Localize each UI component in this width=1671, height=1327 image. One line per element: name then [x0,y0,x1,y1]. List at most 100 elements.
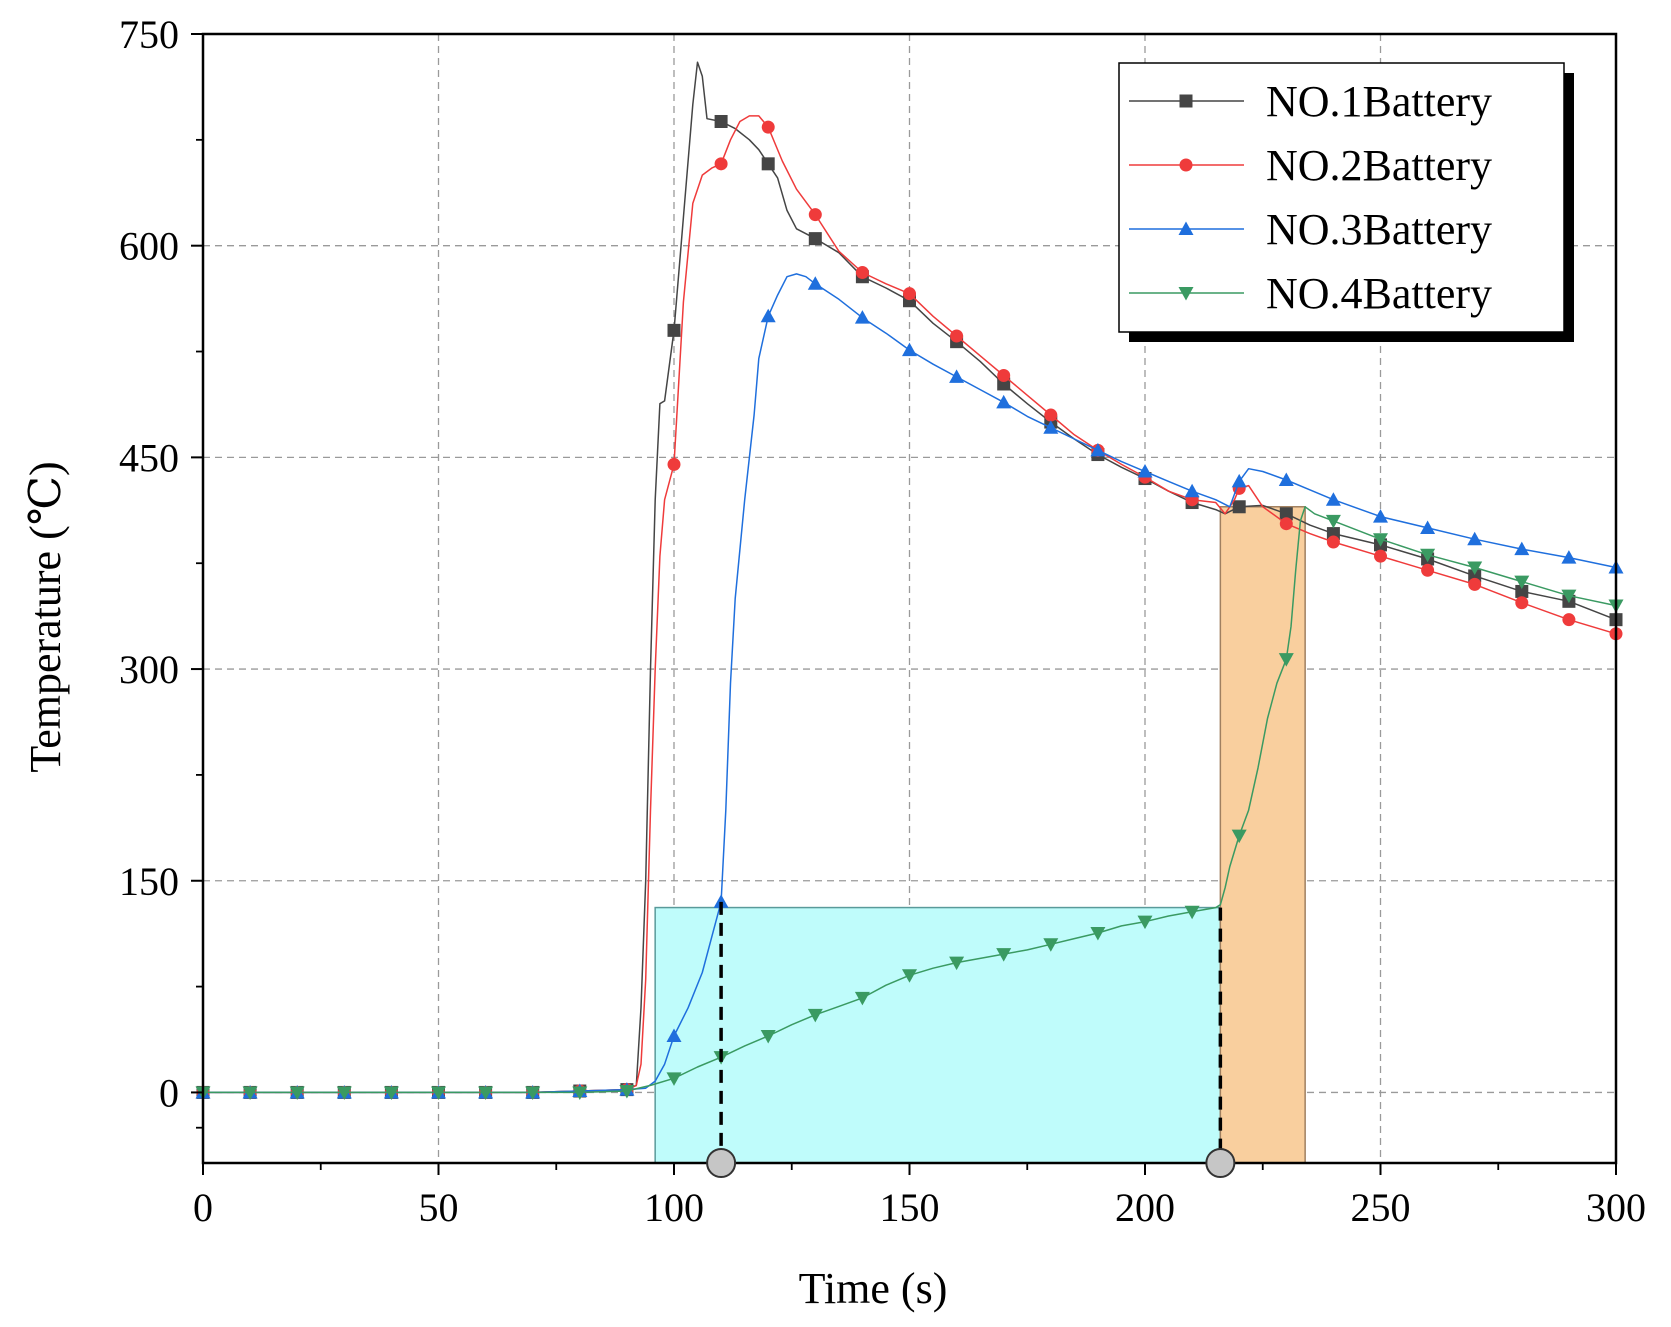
data-point [431,1086,446,1100]
data-point [1514,575,1530,590]
data-point [667,323,681,337]
legend-marker [1179,158,1193,172]
y-axis-title: Temperature (℃) [21,461,70,772]
data-point [996,394,1012,409]
data-point [619,1085,635,1099]
legend-item-4: NO.4Battery [1129,269,1492,318]
x-tick-label: 100 [644,1185,704,1230]
reference-lines [719,901,1223,1163]
legend-marker [1179,94,1193,108]
data-point [996,948,1012,962]
axis-marker-dot [706,1148,737,1178]
legend-marker [1178,221,1194,235]
data-point [1279,517,1293,531]
x-axis-title: Time (s) [799,1264,948,1313]
x-tick-label: 0 [193,1185,213,1230]
legend-item-3: NO.3Battery [1129,205,1492,254]
axis-ticks: 0 50 100 150 200 250 300 0 150 300 450 600 750 [119,12,1646,1230]
cyan-stage-region [654,906,1222,1164]
data-point [1561,550,1577,564]
x-tick-label: 50 [419,1185,459,1230]
series-line-2 [203,115,1617,1094]
legend-label: NO.1Battery [1266,77,1492,126]
data-point [854,991,870,1006]
legend-marker [1178,287,1194,301]
y-tick-label: 450 [119,435,179,480]
data-point [1043,938,1059,952]
data-point [902,969,917,983]
data-point [760,308,776,323]
data-point [713,894,729,908]
x-tick-label: 200 [1115,1185,1175,1230]
legend-label: NO.4Battery [1266,269,1492,318]
data-point [997,369,1011,383]
data-point [1184,483,1200,498]
data-point [1043,420,1059,434]
y-tick-label: 0 [159,1070,179,1115]
data-point [1374,549,1387,563]
data-point [761,120,775,134]
x-tick-label: 150 [880,1185,940,1230]
data-point [1232,500,1246,514]
data-point [1231,829,1247,844]
data-point [1325,492,1341,506]
data-point [336,1086,352,1100]
axis-marker-dot [1205,1148,1236,1178]
data-point [714,114,728,128]
data-point [666,1072,682,1086]
data-point [854,310,870,324]
data-point [1420,520,1436,534]
y-tick-label: 750 [119,12,179,57]
data-point [1325,514,1341,529]
data-point [1515,584,1529,598]
data-point [1044,408,1058,422]
data-point [949,956,965,971]
data-point [1561,589,1577,604]
data-point [1184,905,1200,920]
series-3 [195,273,1624,1099]
data-point [1467,561,1483,575]
data-point [289,1086,305,1100]
y-tick-label: 300 [119,647,179,692]
data-point [808,232,822,246]
y-tick-label: 600 [119,224,179,269]
data-point [903,287,916,301]
data-point [1515,596,1529,610]
legend-item-2: NO.2Battery [1129,141,1492,190]
data-point [1373,509,1388,523]
data-point [1278,653,1294,667]
data-point [478,1086,494,1100]
y-tick-label: 150 [119,859,179,904]
data-point [242,1086,258,1100]
shaded-regions [654,506,1306,1164]
legend-label: NO.2Battery [1266,141,1492,190]
data-point [1562,613,1576,627]
data-point [1373,533,1388,547]
legend-label: NO.3Battery [1266,205,1492,254]
data-point [807,276,823,290]
data-point [950,329,964,343]
data-point [666,1028,682,1042]
data-point [1420,548,1436,563]
data-point [902,342,917,357]
data-point [1468,577,1482,591]
axis-dots [706,1148,1236,1178]
data-point [1137,463,1153,478]
data-point [1326,535,1340,549]
data-point [1137,915,1153,930]
data-point [761,157,775,171]
data-point [572,1086,588,1100]
data-point [808,208,822,222]
data-point [714,157,728,171]
data-point [1090,442,1106,457]
data-point [1090,926,1106,941]
series-line-3 [203,273,1617,1094]
data-point [525,1086,541,1100]
data-point [855,266,869,280]
data-point [949,369,965,383]
data-point [1514,541,1530,556]
orange-stage-region [1219,506,1306,1164]
data-point [1279,507,1293,521]
data-point [807,1008,823,1023]
